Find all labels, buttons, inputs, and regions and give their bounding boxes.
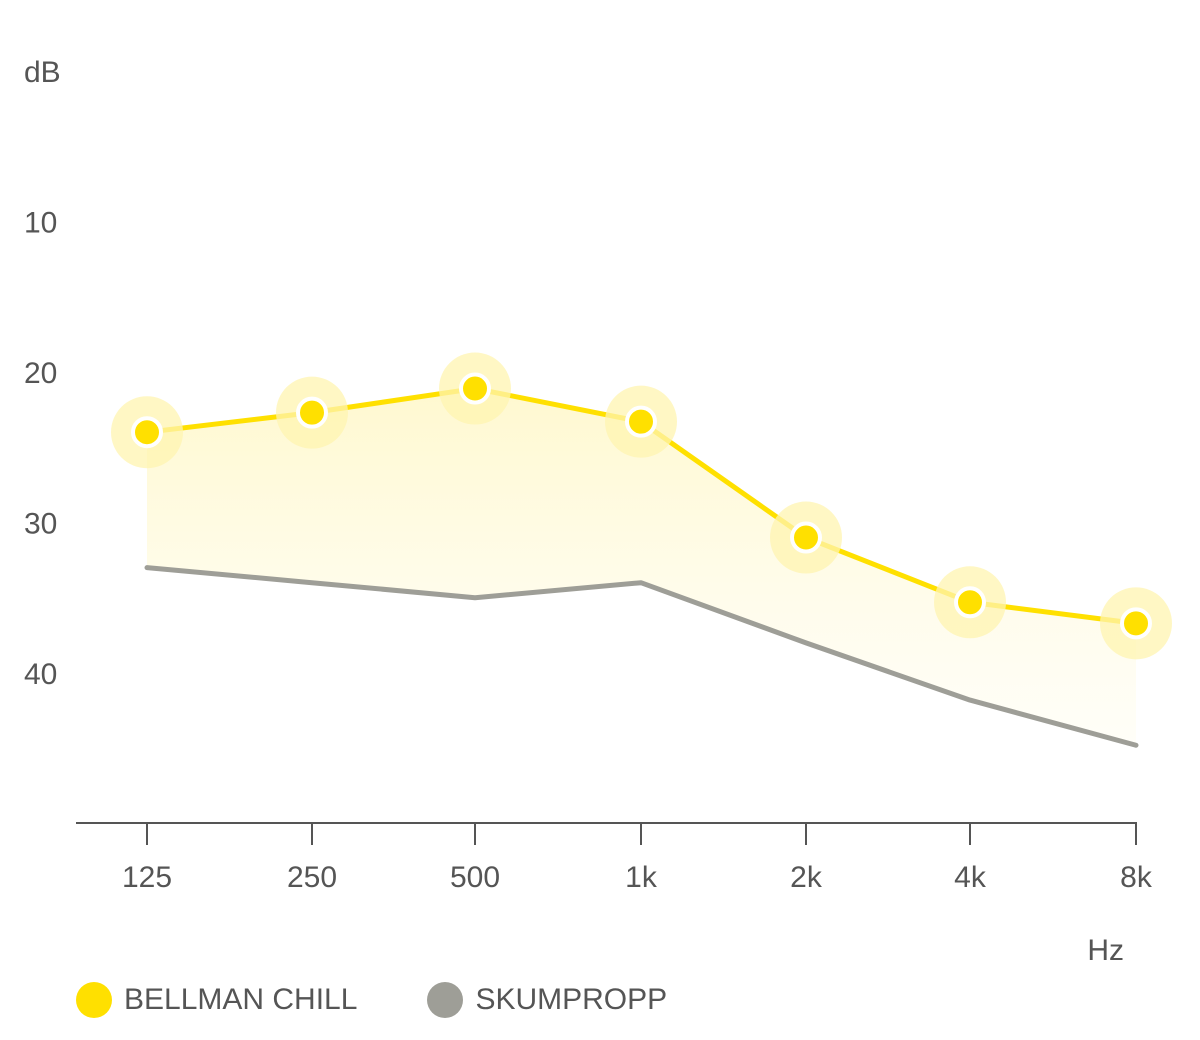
x-tick-label: 1k: [625, 861, 658, 894]
series-markers: [111, 352, 1172, 660]
legend-label-skumpropp: SKUMPROPP: [475, 983, 668, 1016]
legend-swatch-bellman-chill: [76, 982, 112, 1018]
data-point: [934, 566, 1006, 639]
x-tick-label: 4k: [954, 861, 987, 894]
x-tick-label: 500: [450, 861, 500, 894]
x-tick-label: 250: [287, 861, 337, 894]
legend-item-bellman-chill: BELLMAN CHILL: [76, 982, 357, 1018]
data-point: [605, 385, 677, 458]
data-point: [111, 396, 183, 469]
data-point: [439, 352, 511, 425]
point-marker: [459, 372, 491, 405]
y-tick-label: dB: [24, 56, 61, 89]
data-point: [770, 501, 842, 574]
series-line-skumpropp: [144, 565, 1139, 748]
point-marker: [625, 405, 657, 438]
axis-labels: dB 10 20 30 40 125 250 500 1k 2k 4k 8k Hz: [24, 56, 1153, 967]
legend-item-skumpropp: SKUMPROPP: [427, 982, 667, 1018]
legend: BELLMAN CHILL SKUMPROPP: [76, 982, 737, 1018]
data-point: [276, 376, 348, 449]
area-fill: [147, 388, 1136, 746]
point-marker: [296, 396, 328, 429]
point-marker: [131, 416, 163, 449]
point-marker: [954, 586, 986, 619]
data-point: [1100, 587, 1172, 660]
area-between-series: [147, 388, 1136, 746]
y-tick-label: 20: [24, 357, 57, 390]
x-axis-title: Hz: [1087, 934, 1124, 967]
point-marker: [790, 521, 822, 554]
x-axis: [76, 822, 1137, 845]
legend-swatch-skumpropp: [427, 982, 464, 1018]
x-tick-label: 2k: [790, 861, 823, 894]
x-tick-label: 125: [122, 861, 172, 894]
y-tick-label: 30: [24, 508, 57, 541]
x-tick-label: 8k: [1120, 861, 1153, 894]
y-tick-label: 40: [24, 658, 57, 691]
point-marker: [1120, 607, 1152, 640]
y-tick-label: 10: [24, 207, 57, 240]
legend-label-bellman-chill: BELLMAN CHILL: [124, 983, 358, 1016]
